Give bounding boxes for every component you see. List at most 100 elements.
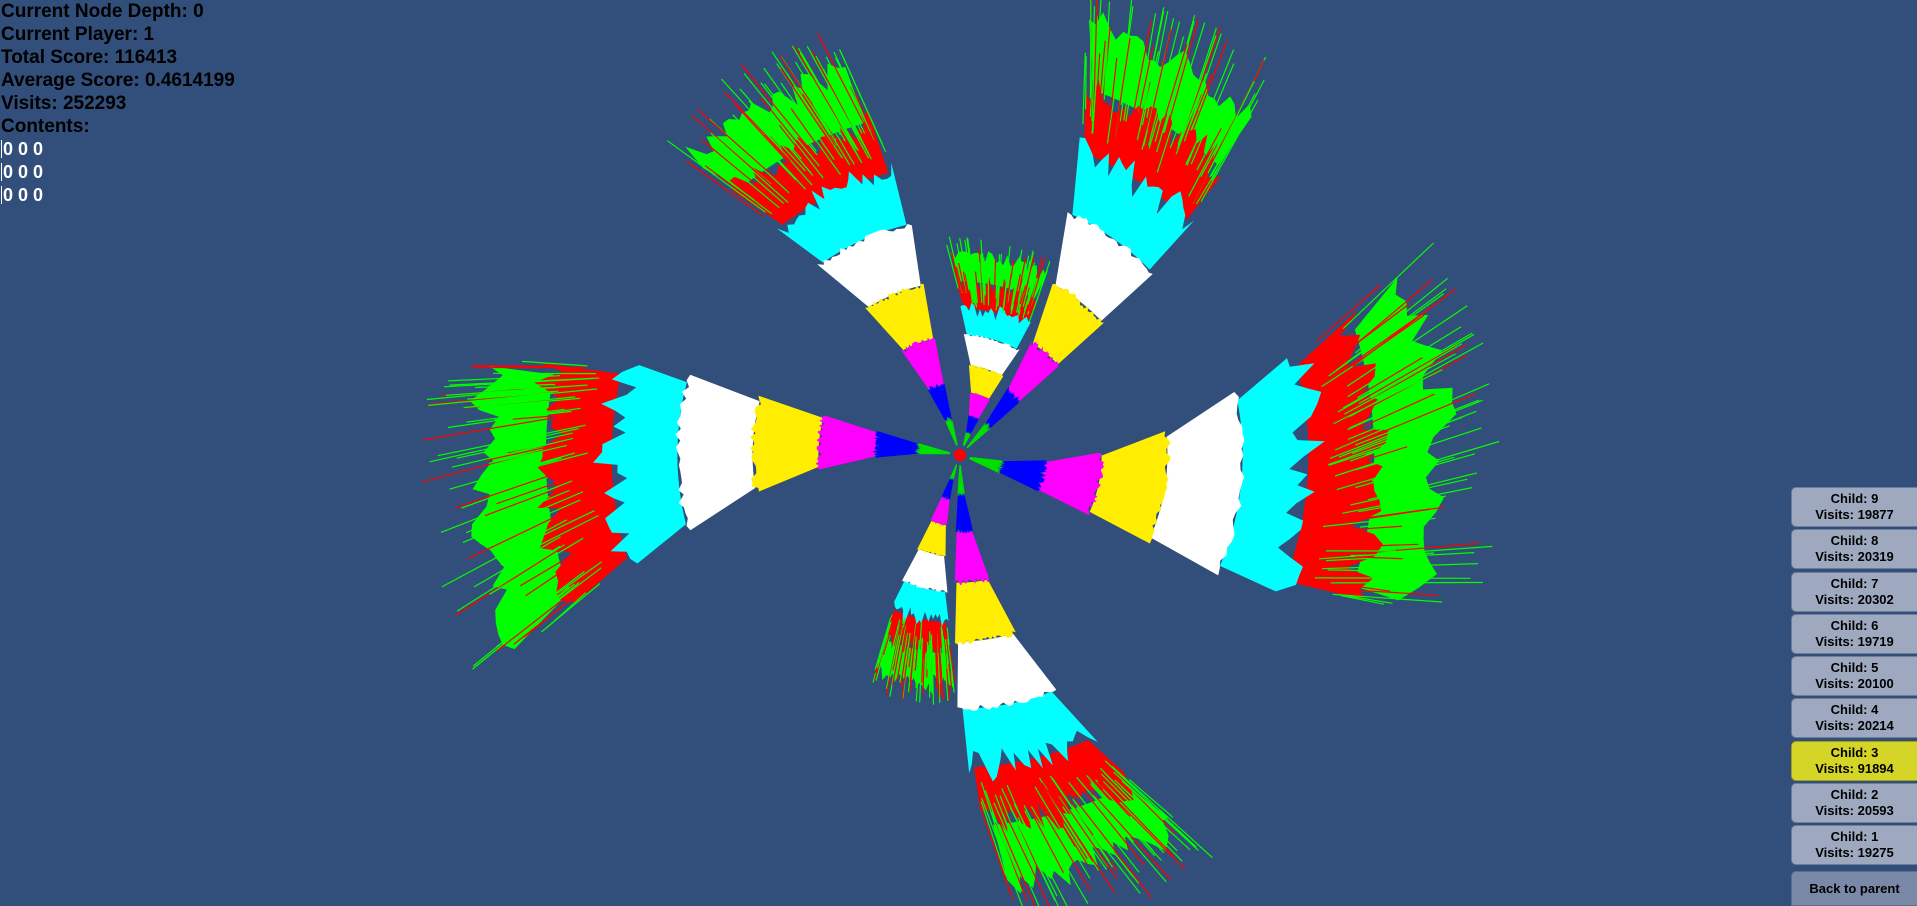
branch-stroke — [1111, 766, 1213, 859]
branch-stroke — [1210, 93, 1256, 177]
child-2-button[interactable]: Child: 2 Visits: 20593 — [1791, 782, 1917, 823]
child-7-button[interactable]: Child: 7 Visits: 20302 — [1791, 571, 1917, 612]
branch-stroke — [1011, 270, 1021, 311]
branch-stroke — [980, 801, 1007, 876]
branch-stroke — [441, 519, 568, 588]
branch-stroke — [909, 623, 918, 683]
branch-stroke — [995, 277, 1000, 311]
branch-stroke — [1002, 265, 1010, 314]
child-9-button[interactable]: Child: 9 Visits: 19877 — [1791, 487, 1917, 527]
branch-stroke — [1207, 80, 1255, 174]
branch-stroke — [802, 93, 836, 146]
child-visits: Visits: 19877 — [1815, 507, 1894, 522]
branch-stroke — [956, 243, 968, 294]
branch-stroke — [710, 132, 789, 204]
depth-band — [969, 456, 1006, 474]
branch-stroke — [1351, 423, 1433, 454]
branch-stroke — [1093, 0, 1098, 111]
depth-band — [871, 430, 919, 458]
branch-stroke — [1332, 593, 1443, 603]
branch-stroke — [1148, 77, 1171, 149]
child-5-button[interactable]: Child: 5 Visits: 20100 — [1791, 656, 1917, 696]
child-6-button[interactable]: Child: 6 Visits: 19719 — [1791, 613, 1917, 654]
depth-band — [955, 579, 1016, 645]
branch-stroke — [525, 561, 603, 617]
branch-stroke — [1094, 53, 1101, 121]
branch-stroke — [465, 489, 570, 534]
branch-stroke — [946, 244, 959, 289]
branch-stroke — [1349, 342, 1484, 418]
depth-band — [1037, 452, 1104, 516]
total-score-text: Total Score: 116413 — [1, 47, 178, 68]
branch-stroke — [1092, 794, 1135, 843]
branch-stroke — [962, 271, 969, 300]
child-visits: Visits: 20593 — [1815, 802, 1894, 818]
branch-stroke — [1344, 353, 1456, 415]
child-8-button[interactable]: Child: 8 Visits: 20319 — [1791, 529, 1917, 570]
tree-fan — [966, 0, 1267, 449]
branch-stroke — [451, 437, 574, 468]
board-row: 0 0 0 — [1, 138, 235, 161]
depth-band — [957, 465, 965, 498]
depth-band — [985, 387, 1021, 428]
branch-stroke — [1018, 250, 1034, 316]
child-3-button[interactable]: Child: 3 Visits: 91894 — [1791, 740, 1917, 781]
branch-stroke — [1090, 791, 1171, 880]
branch-stroke — [808, 79, 846, 142]
branch-stroke — [739, 88, 802, 160]
branch-stroke — [480, 495, 550, 526]
depth-band — [776, 163, 907, 263]
branch-stroke — [1359, 446, 1408, 463]
branch-stroke — [1341, 595, 1385, 605]
branch-stroke — [1126, 20, 1152, 146]
branch-stroke — [748, 100, 812, 174]
branch-stroke — [463, 396, 576, 409]
branch-stroke — [799, 52, 858, 150]
depth-band — [960, 302, 1031, 349]
branch-stroke — [840, 51, 887, 153]
branch-stroke — [456, 432, 573, 459]
branch-stroke — [484, 485, 565, 517]
branch-stroke — [997, 253, 1002, 307]
branch-stroke — [1090, 783, 1156, 857]
branch-stroke — [994, 794, 1022, 863]
branch-stroke — [1325, 552, 1475, 562]
branch-stroke — [817, 33, 868, 131]
branch-stroke — [1082, 52, 1086, 125]
branch-stroke — [1104, 760, 1197, 848]
branch-stroke — [915, 622, 923, 702]
child-1-button[interactable]: Child: 1 Visits: 19275 — [1791, 825, 1917, 865]
depth-band — [469, 366, 570, 650]
branch-stroke — [456, 545, 561, 612]
contents-label: Contents: — [1, 116, 90, 137]
branch-stroke — [904, 632, 911, 665]
branch-stroke — [1104, 788, 1186, 870]
branch-stroke — [512, 415, 555, 420]
depth-band — [1055, 212, 1153, 321]
branch-stroke — [832, 81, 872, 160]
back-to-parent-button[interactable]: Back to parent — [1791, 871, 1917, 906]
branch-stroke — [812, 103, 851, 166]
depth-band — [962, 431, 971, 447]
depth-band — [966, 415, 979, 435]
child-4-button[interactable]: Child: 4 Visits: 20214 — [1791, 698, 1917, 739]
depth-band — [815, 415, 878, 470]
branch-stroke — [1073, 801, 1140, 884]
board-row: 0 0 0 — [1, 184, 235, 207]
branch-stroke — [728, 165, 780, 209]
branch-stroke — [1335, 393, 1476, 452]
branch-stroke — [480, 390, 559, 397]
depth-band — [914, 443, 951, 455]
branch-stroke — [461, 476, 548, 509]
branch-stroke — [1163, 20, 1195, 133]
branch-stroke — [896, 620, 909, 681]
branch-stroke — [1005, 274, 1012, 306]
child-label: Child: 7 — [1830, 575, 1879, 591]
branch-stroke — [885, 624, 901, 690]
branch-stroke — [1131, 45, 1154, 143]
branch-stroke — [974, 271, 979, 296]
branch-stroke — [500, 514, 599, 566]
branch-stroke — [764, 134, 803, 177]
branch-stroke — [889, 619, 901, 657]
branch-stroke — [472, 583, 575, 667]
